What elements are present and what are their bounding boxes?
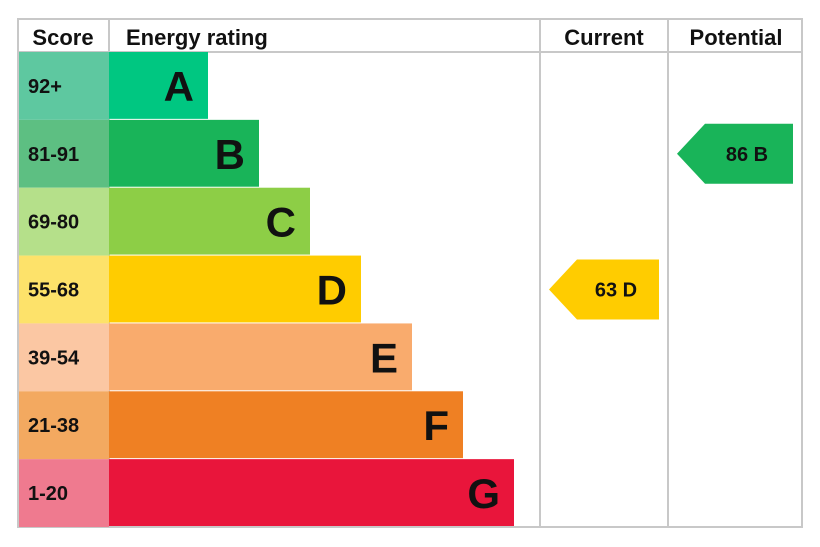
- band-bar-F: [109, 391, 463, 459]
- band-bar-A: [109, 52, 208, 119]
- score-range-B: 81-91: [28, 144, 79, 166]
- score-cell-D: [19, 255, 109, 324]
- current-rating-label: 63 D: [595, 280, 637, 302]
- score-cell-B: [19, 119, 109, 188]
- band-letter-A: A: [164, 63, 194, 110]
- band-letter-D: D: [317, 267, 347, 314]
- score-range-G: 1-20: [28, 483, 68, 505]
- score-range-D: 55-68: [28, 280, 79, 302]
- score-cell-E: [19, 323, 109, 392]
- header-energy-rating: Energy rating: [126, 25, 268, 50]
- current-rating-arrow: [549, 259, 659, 320]
- header-potential: Potential: [690, 25, 783, 50]
- band-bar-E: [109, 323, 412, 391]
- band-bar-G: [109, 459, 514, 526]
- band-letter-F: F: [423, 402, 449, 449]
- band-letter-G: G: [467, 470, 500, 517]
- header-current: Current: [564, 25, 644, 50]
- band-letter-E: E: [370, 334, 398, 381]
- band-bar-C: [109, 187, 310, 255]
- potential-rating-label: 86 B: [726, 144, 768, 166]
- score-cell-A: [19, 52, 109, 120]
- score-range-E: 39-54: [28, 347, 80, 369]
- band-letter-B: B: [215, 131, 245, 178]
- score-range-C: 69-80: [28, 212, 79, 234]
- score-cell-F: [19, 391, 109, 460]
- band-bar-D: [109, 255, 361, 323]
- band-bar-B: [109, 119, 259, 187]
- score-cell-G: [19, 459, 109, 527]
- header-score: Score: [32, 25, 93, 50]
- band-letter-C: C: [266, 199, 296, 246]
- score-range-F: 21-38: [28, 415, 79, 437]
- score-cell-C: [19, 187, 109, 256]
- score-range-A: 92+: [28, 76, 62, 98]
- potential-rating-arrow: [677, 123, 793, 184]
